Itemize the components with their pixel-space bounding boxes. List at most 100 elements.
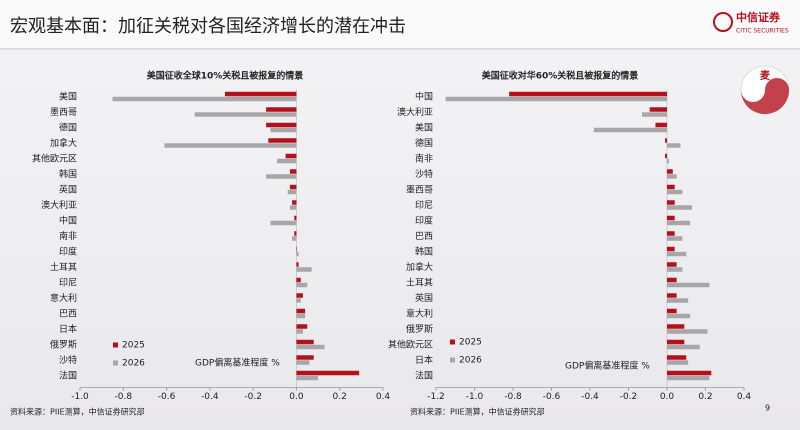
y-tick-label: 印尼 xyxy=(59,276,77,288)
y-tick-label: 英国 xyxy=(415,292,433,304)
annotation: GDP偏离基准程度 % xyxy=(195,357,280,369)
bar xyxy=(266,174,297,179)
x-tick-label: -1.0 xyxy=(71,392,89,402)
bar xyxy=(667,313,691,319)
y-tick-label: 巴西 xyxy=(59,308,77,319)
y-tick-label: 土耳其 xyxy=(406,276,433,288)
x-tick-label: -0.6 xyxy=(543,392,561,402)
y-tick-label: 德国 xyxy=(59,121,77,133)
bar xyxy=(164,143,297,148)
bar xyxy=(268,138,297,143)
annotation: GDP偏离基准程度 % xyxy=(565,360,650,372)
logo-icon xyxy=(713,12,733,32)
bar xyxy=(294,215,297,221)
bar xyxy=(667,355,687,360)
bar xyxy=(667,251,687,257)
y-tick-label: 加拿大 xyxy=(50,137,77,149)
y-tick-label: 日本 xyxy=(59,323,77,335)
bar xyxy=(194,112,297,117)
bar xyxy=(649,107,667,112)
bar xyxy=(593,127,667,133)
y-tick-label: 印度 xyxy=(415,214,433,226)
x-tick-label: 0.4 xyxy=(376,392,391,402)
y-tick-label: 美国 xyxy=(415,121,433,133)
bar xyxy=(270,127,297,133)
y-tick-label: 俄罗斯 xyxy=(50,338,77,350)
bar xyxy=(296,262,299,267)
bar xyxy=(296,267,312,272)
x-tick-label: -1.0 xyxy=(466,392,484,402)
x-tick-label: -0.2 xyxy=(620,392,638,402)
y-tick-label: 沙特 xyxy=(59,354,77,366)
bar xyxy=(667,246,675,252)
bar xyxy=(641,112,667,117)
bar xyxy=(667,215,675,221)
bar xyxy=(665,153,667,159)
chart-title: 美国征收对华60%关税且被报复的情景 xyxy=(482,70,639,82)
bar xyxy=(289,169,297,174)
source: 资料来源：PIIE测算，中信证券研究部 xyxy=(10,407,145,417)
bar xyxy=(289,205,297,210)
header-bar xyxy=(0,0,800,48)
bar xyxy=(667,174,677,179)
bar xyxy=(667,282,710,288)
source: 资料来源：PIIE测算，中信证券研究部 xyxy=(410,407,545,417)
bar xyxy=(667,236,683,241)
x-tick-label: -0.6 xyxy=(158,392,176,402)
bar xyxy=(667,220,691,226)
y-tick-label: 德国 xyxy=(415,137,433,149)
slide-title: 宏观基本面：加征关税对各国经济增长的潜在冲击 xyxy=(10,16,406,37)
y-tick-label: 印尼 xyxy=(415,199,433,211)
bar xyxy=(296,344,325,350)
y-tick-label: 土耳其 xyxy=(50,261,77,273)
x-tick-label: -0.2 xyxy=(244,392,262,402)
x-tick-label: 0.0 xyxy=(660,392,675,402)
y-tick-label: 其他欧元区 xyxy=(388,338,433,350)
y-tick-label: 澳大利亚 xyxy=(41,199,77,211)
y-tick-label: 墨西哥 xyxy=(50,107,77,118)
bar xyxy=(445,96,667,102)
legend-swatch xyxy=(450,339,455,345)
legend-label: 2026 xyxy=(459,356,482,366)
bar xyxy=(296,298,301,303)
logo-text: 中信证券 xyxy=(736,10,781,24)
y-tick-label: 意大利 xyxy=(50,292,77,304)
bar xyxy=(667,169,673,174)
bar xyxy=(296,308,306,314)
x-tick-label: -0.4 xyxy=(581,392,599,402)
bar xyxy=(225,91,297,97)
bar xyxy=(667,262,677,267)
y-tick-label: 沙特 xyxy=(415,168,433,180)
bar xyxy=(292,236,297,241)
y-tick-label: 俄罗斯 xyxy=(406,323,433,335)
bar xyxy=(667,143,681,148)
y-tick-label: 法国 xyxy=(59,369,77,381)
y-tick-label: 加拿大 xyxy=(406,261,433,273)
bar xyxy=(296,339,314,345)
bar xyxy=(296,324,308,329)
bar xyxy=(292,200,297,205)
y-tick-label: 韩国 xyxy=(59,168,77,180)
bar xyxy=(296,246,297,252)
x-tick-label: -0.8 xyxy=(504,392,522,402)
x-tick-label: 0.2 xyxy=(333,392,347,402)
legend-label: 2025 xyxy=(459,338,482,348)
bar xyxy=(294,231,297,236)
bar xyxy=(266,107,297,112)
bar xyxy=(287,189,297,195)
bar xyxy=(667,298,689,303)
bar xyxy=(667,158,669,164)
bar xyxy=(667,277,677,283)
bar xyxy=(667,344,700,350)
bar xyxy=(667,205,693,210)
bar xyxy=(296,355,314,360)
bar xyxy=(296,375,319,381)
legend-label: 2026 xyxy=(122,359,145,369)
page-number: 9 xyxy=(765,404,770,413)
bar xyxy=(667,324,685,329)
bar xyxy=(266,122,297,128)
y-tick-label: 美国 xyxy=(59,90,77,102)
bar xyxy=(667,189,683,195)
y-tick-label: 印度 xyxy=(59,245,77,257)
